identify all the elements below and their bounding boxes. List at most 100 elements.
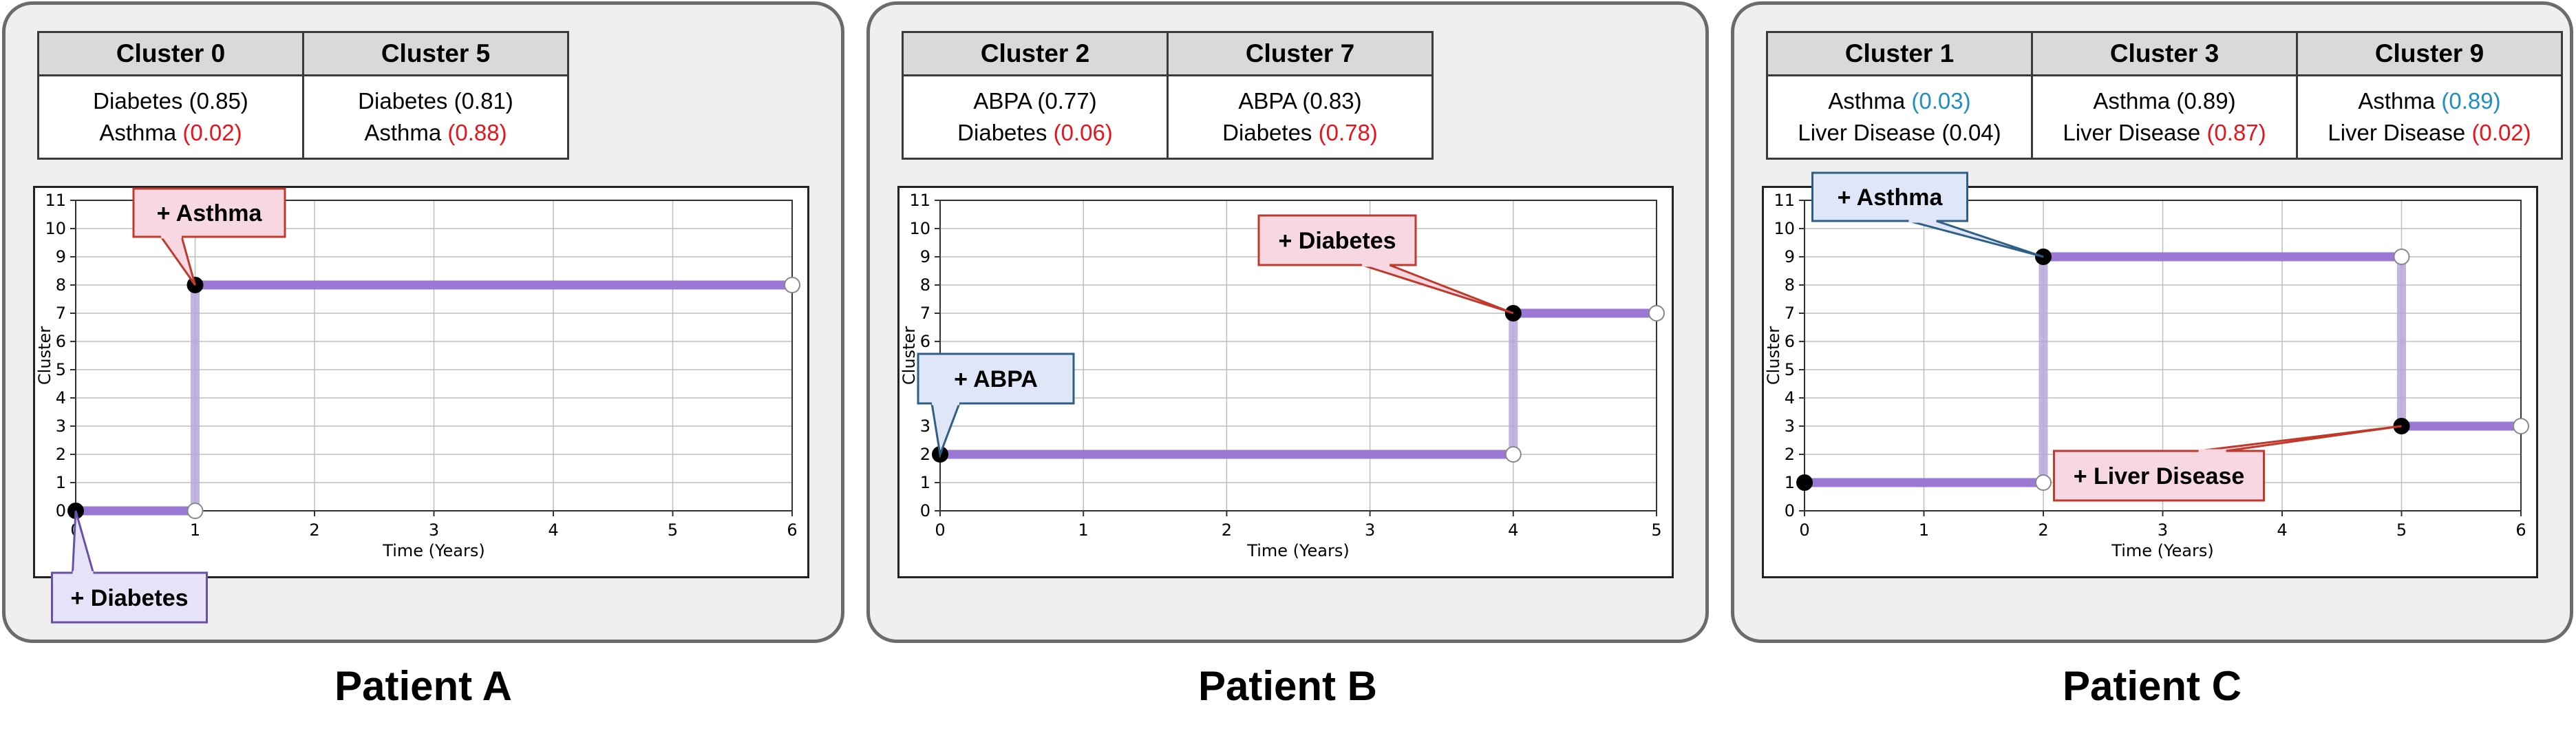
trajectory-plot-a: 0 1 2 3 4 5 6 0 1 2 3 4 5 6 7 8 9 10 11 Time (Years) Cluster xyxy=(33,186,809,578)
table-cell: Asthma (0.89) Liver Disease (0.02) xyxy=(2296,74,2563,160)
x-tick-label: 1 xyxy=(190,520,200,540)
y-tick-label: 5 xyxy=(1785,360,1795,379)
cluster-exit-point xyxy=(1504,446,1522,463)
y-tick-label: 3 xyxy=(920,416,930,436)
table-cell: ABPA (0.83) Diabetes (0.78) xyxy=(1167,74,1434,160)
chart-svg: 0 1 2 3 4 5 0 1 2 3 4 5 6 7 8 9 10 11 Time (Years) Cluster xyxy=(900,191,1665,560)
y-tick-label: 4 xyxy=(56,388,66,408)
plot-frame xyxy=(939,200,1657,511)
disease-score: (0.85) xyxy=(189,88,248,114)
disease-score: (0.04) xyxy=(1941,120,2001,145)
disease-score: (0.77) xyxy=(1037,88,1097,114)
cluster-entry-point xyxy=(1796,474,1813,491)
cell-line: Diabetes (0.81) xyxy=(304,85,567,117)
y-tick-label: 6 xyxy=(920,332,930,351)
x-tick-label: 2 xyxy=(1222,520,1232,540)
chart-svg: 0 1 2 3 4 5 6 0 1 2 3 4 5 6 7 8 9 10 11 Time (Years) Cluster xyxy=(1764,191,2529,560)
disease-name: ABPA xyxy=(973,88,1038,114)
cell-line: Asthma (0.02) xyxy=(39,117,302,149)
cluster-entry-point xyxy=(67,503,84,519)
cluster-header: Cluster 7 xyxy=(1167,31,1434,76)
y-tick-label: 7 xyxy=(56,304,66,323)
y-tick-label: 8 xyxy=(56,275,66,295)
disease-name: Asthma xyxy=(99,120,183,145)
disease-score: (0.78) xyxy=(1318,120,1378,145)
cluster-entry-point xyxy=(2393,418,2410,434)
table-cell: Diabetes (0.85) Asthma (0.02) xyxy=(37,74,304,160)
x-tick-label: 0 xyxy=(1799,520,1809,540)
y-tick-label: 1 xyxy=(56,473,66,492)
table-cell: Diabetes (0.81) Asthma (0.88) xyxy=(302,74,569,160)
y-tick-label: 6 xyxy=(1785,332,1795,351)
cluster-header: Cluster 9 xyxy=(2296,31,2563,76)
table-header-row: Cluster 0 Cluster 5 xyxy=(37,31,569,76)
y-tick-label: 9 xyxy=(920,247,930,266)
disease-name: Asthma xyxy=(364,120,448,145)
disease-score: (0.02) xyxy=(2471,120,2531,145)
cell-line: Liver Disease (0.04) xyxy=(1768,117,2031,149)
table-cell: Asthma (0.89) Liver Disease (0.87) xyxy=(2031,74,2298,160)
disease-score: (0.03) xyxy=(1911,88,1971,114)
cluster-table-b: Cluster 2 Cluster 7 ABPA (0.77) Diabetes… xyxy=(902,31,1434,160)
y-tick-label: 8 xyxy=(920,275,930,295)
x-tick-label: 5 xyxy=(2396,520,2407,540)
y-tick-label: 2 xyxy=(1785,445,1795,464)
y-tick-label: 1 xyxy=(920,473,930,492)
y-tick-label: 10 xyxy=(909,219,930,238)
cluster-exit-point xyxy=(187,503,204,519)
y-tick-label: 0 xyxy=(1785,501,1795,520)
x-tick-label: 1 xyxy=(1078,520,1089,540)
y-tick-label: 4 xyxy=(1785,388,1795,408)
trajectory-plot-c: 0 1 2 3 4 5 6 0 1 2 3 4 5 6 7 8 9 10 11 Time (Years) Cluster xyxy=(1762,186,2538,578)
y-tick-label: 3 xyxy=(56,416,66,436)
cell-line: Liver Disease (0.02) xyxy=(2298,117,2561,149)
x-tick-label: 6 xyxy=(2515,520,2526,540)
disease-score: (0.02) xyxy=(182,120,242,145)
x-tick-label: 4 xyxy=(548,520,558,540)
y-tick-label: 8 xyxy=(1785,275,1795,295)
y-tick-label: 5 xyxy=(920,360,930,379)
x-tick-label: 4 xyxy=(2277,520,2287,540)
x-axis-label: Time (Years) xyxy=(1246,541,1349,560)
table-cell: ABPA (0.77) Diabetes (0.06) xyxy=(902,74,1169,160)
x-tick-label: 3 xyxy=(2158,520,2168,540)
y-tick-label: 5 xyxy=(56,360,66,379)
disease-name: Diabetes xyxy=(93,88,189,114)
disease-name: Liver Disease xyxy=(2063,120,2207,145)
table-row: Diabetes (0.85) Asthma (0.02) Diabetes (… xyxy=(37,74,569,160)
cell-line: Diabetes (0.06) xyxy=(904,117,1167,149)
y-tick-label: 11 xyxy=(1774,191,1795,210)
cell-line: Asthma (0.03) xyxy=(1768,85,2031,117)
disease-score: (0.87) xyxy=(2206,120,2266,145)
y-tick-label: 10 xyxy=(45,219,66,238)
cluster-header: Cluster 5 xyxy=(302,31,569,76)
x-tick-label: 0 xyxy=(935,520,945,540)
table-cell: Asthma (0.03) Liver Disease (0.04) xyxy=(1766,74,2033,160)
y-tick-label: 9 xyxy=(56,247,66,266)
x-tick-label: 3 xyxy=(429,520,439,540)
cluster-entry-point xyxy=(187,277,204,293)
y-tick-label: 3 xyxy=(1785,416,1795,436)
cluster-entry-point xyxy=(1504,305,1522,321)
patient-label: Patient A xyxy=(334,663,512,709)
chart-svg: 0 1 2 3 4 5 6 0 1 2 3 4 5 6 7 8 9 10 11 Time (Years) Cluster xyxy=(35,191,800,560)
x-tick-label: 5 xyxy=(668,520,678,540)
cell-line: ABPA (0.83) xyxy=(1169,85,1431,117)
x-tick-label: 3 xyxy=(1365,520,1375,540)
patient-label: Patient C xyxy=(2062,663,2242,709)
cell-line: Diabetes (0.85) xyxy=(39,85,302,117)
y-tick-label: 1 xyxy=(1785,473,1795,492)
y-tick-label: 0 xyxy=(920,501,930,520)
patient-label: Patient B xyxy=(1197,663,1378,709)
cluster-exit-point xyxy=(1648,305,1665,321)
disease-score: (0.81) xyxy=(454,88,513,114)
disease-name: Liver Disease xyxy=(1798,120,1942,145)
cluster-exit-point xyxy=(2513,418,2529,434)
cell-line: Asthma (0.89) xyxy=(2298,85,2561,117)
cluster-exit-point xyxy=(784,277,800,293)
cluster-entry-point xyxy=(2035,249,2052,265)
y-axis-label: Cluster xyxy=(35,326,54,385)
cluster-header: Cluster 1 xyxy=(1766,31,2033,76)
disease-score: (0.89) xyxy=(2441,88,2501,114)
x-tick-label: 5 xyxy=(1651,520,1661,540)
